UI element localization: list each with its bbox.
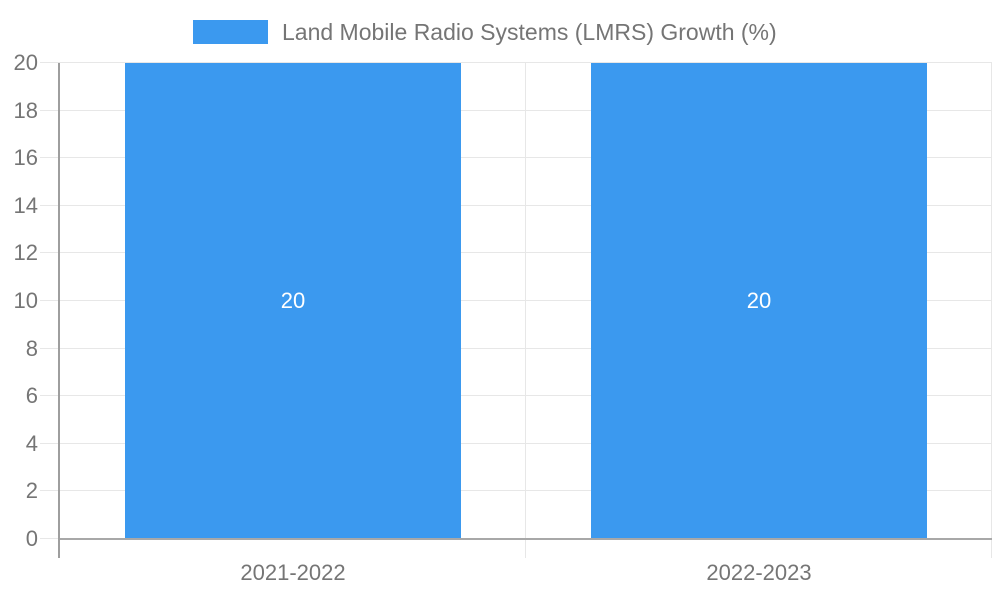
y-tick-label: 6 [25, 383, 38, 409]
category-boundary-line [525, 63, 526, 558]
y-tick-label: 2 [25, 478, 38, 504]
y-tick-label: 8 [25, 335, 38, 361]
y-tick-label: 4 [25, 430, 38, 456]
chart-legend: Land Mobile Radio Systems (LMRS) Growth … [193, 20, 777, 44]
y-tick-label: 14 [13, 192, 38, 218]
legend-label: Land Mobile Radio Systems (LMRS) Growth … [282, 19, 777, 45]
x-baseline [60, 538, 992, 540]
x-tick-label: 2022-2023 [706, 560, 812, 585]
gridline [40, 204, 992, 206]
gridline [40, 347, 992, 349]
gridline [40, 442, 992, 444]
gridline [40, 395, 992, 397]
bar-value-label: 20 [746, 288, 772, 313]
y-tick-label: 18 [13, 97, 38, 123]
y-tick-label: 16 [13, 145, 38, 171]
y-tick-mark [40, 538, 60, 539]
gridline [40, 300, 992, 301]
gridline [40, 252, 992, 254]
y-axis-line [58, 63, 60, 558]
gridline [40, 490, 992, 492]
gridline [40, 157, 992, 159]
gridline [40, 62, 992, 63]
bar-value-label: 20 [280, 288, 306, 313]
y-tick-label: 12 [13, 240, 38, 266]
gridline [40, 109, 992, 111]
y-tick-label: 10 [13, 288, 38, 313]
bar [591, 63, 927, 539]
legend-swatch-icon [193, 20, 268, 44]
y-tick-label: 0 [25, 526, 38, 551]
category-boundary-line [991, 63, 992, 558]
y-tick-label: 20 [13, 50, 38, 75]
x-tick-label: 2021-2022 [240, 560, 346, 585]
bar [125, 63, 461, 539]
